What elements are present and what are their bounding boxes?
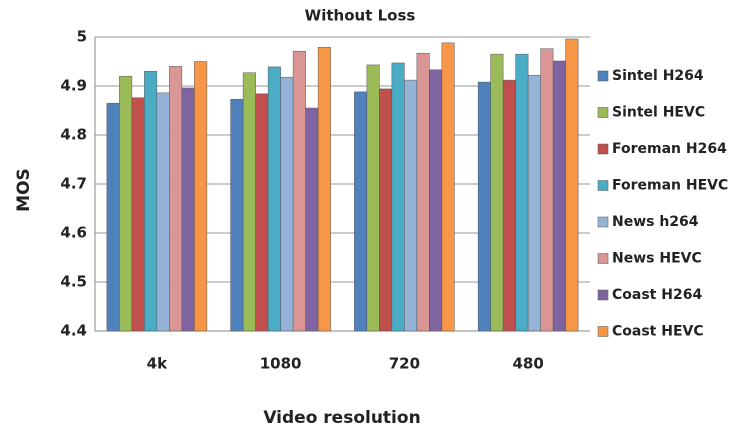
legend-label: Coast HEVC bbox=[612, 324, 704, 340]
bar bbox=[242, 72, 256, 332]
bar bbox=[565, 38, 579, 332]
y-tick-label: 5 bbox=[77, 28, 87, 46]
legend-swatch bbox=[597, 216, 609, 228]
bar bbox=[502, 79, 516, 332]
bar bbox=[156, 92, 170, 332]
legend-swatch bbox=[597, 143, 609, 155]
bar bbox=[317, 47, 331, 332]
bar bbox=[515, 53, 529, 332]
bar bbox=[441, 42, 455, 332]
bar bbox=[379, 88, 393, 332]
bar bbox=[366, 64, 380, 332]
y-axis-label: MOS bbox=[14, 168, 34, 212]
bar bbox=[477, 81, 491, 332]
legend-label: Sintel HEVC bbox=[612, 105, 705, 121]
x-tick-label: 1080 bbox=[260, 355, 302, 373]
bar bbox=[255, 93, 269, 332]
legend-swatch bbox=[597, 70, 609, 82]
y-tick-label: 4.7 bbox=[60, 175, 87, 193]
bar bbox=[429, 69, 443, 332]
x-tick-label: 4k bbox=[147, 355, 168, 373]
bar bbox=[106, 102, 120, 332]
legend-label: News HEVC bbox=[612, 251, 702, 267]
bar bbox=[194, 61, 208, 332]
y-tick-label: 4.6 bbox=[60, 224, 87, 242]
legend-label: Foreman HEVC bbox=[612, 178, 728, 194]
legend-label: Coast H264 bbox=[612, 287, 702, 303]
legend-swatch bbox=[597, 107, 609, 118]
legend-swatch bbox=[597, 180, 609, 191]
bar bbox=[230, 98, 244, 332]
bar bbox=[552, 60, 566, 332]
chart-title: Without Loss bbox=[305, 7, 416, 25]
bar bbox=[540, 48, 554, 332]
bar bbox=[144, 71, 158, 332]
y-tick-label: 4.8 bbox=[60, 126, 87, 144]
x-tick-label: 480 bbox=[512, 355, 543, 373]
bar bbox=[181, 87, 195, 332]
legend-label: News h264 bbox=[612, 214, 699, 230]
bar bbox=[305, 107, 319, 332]
bar bbox=[527, 74, 541, 332]
legend-label: Foreman H264 bbox=[612, 141, 727, 157]
bar bbox=[391, 62, 405, 332]
x-axis-label: Video resolution bbox=[263, 408, 420, 428]
legend-swatch bbox=[597, 289, 609, 301]
x-tick-label: 720 bbox=[389, 355, 420, 373]
y-tick-label: 4.5 bbox=[60, 273, 87, 291]
legend-swatch bbox=[597, 326, 609, 337]
bar bbox=[119, 75, 133, 332]
bar bbox=[404, 79, 418, 332]
bar bbox=[354, 91, 368, 332]
bar bbox=[169, 66, 183, 332]
bar bbox=[490, 53, 504, 332]
y-tick-label: 4.4 bbox=[60, 322, 87, 340]
bar bbox=[292, 50, 306, 332]
bar bbox=[280, 76, 294, 332]
bar bbox=[416, 52, 430, 332]
bar bbox=[131, 97, 145, 332]
legend-label: Sintel H264 bbox=[612, 68, 704, 84]
legend-swatch bbox=[597, 253, 609, 264]
bar bbox=[267, 66, 281, 332]
y-tick-label: 4.9 bbox=[60, 77, 87, 95]
